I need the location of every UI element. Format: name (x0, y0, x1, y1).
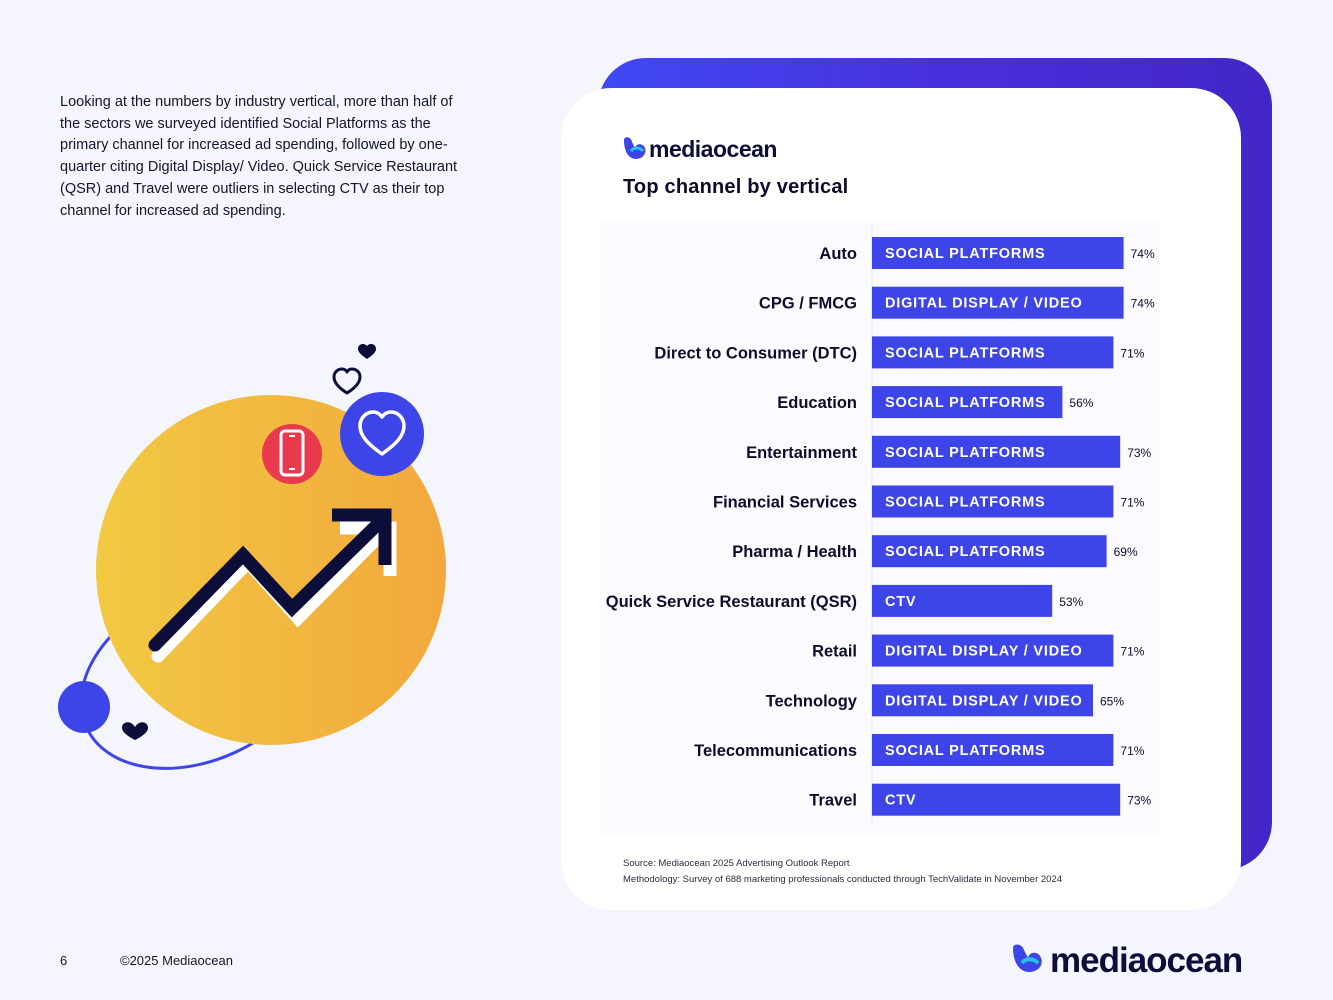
heart-icon (122, 722, 148, 740)
value-label: 71% (1120, 744, 1144, 758)
category-label: Technology (766, 692, 858, 710)
footer-wordmark: mediaocean (1050, 941, 1242, 980)
bar-channel-label: SOCIAL PLATFORMS (885, 345, 1045, 361)
arrow-head (332, 508, 392, 565)
bar-channel-label: CTV (885, 594, 916, 610)
category-label: Auto (819, 245, 857, 263)
value-label: 71% (1120, 645, 1144, 659)
bar-channel-label: SOCIAL PLATFORMS (885, 743, 1045, 759)
category-label: Telecommunications (694, 742, 857, 760)
footer-logo-svg: mediaocean (1013, 941, 1243, 980)
bar (872, 286, 1124, 319)
source-line: Source: Mediaocean 2025 Advertising Outl… (623, 858, 850, 869)
category-label: Pharma / Health (732, 543, 857, 561)
bar-channel-label: DIGITAL DISPLAY / VIDEO (885, 644, 1083, 660)
source-note: Source: Mediaocean 2025 Advertising Outl… (623, 856, 1062, 887)
brand-logo-svg: mediaocean (624, 136, 777, 162)
bar (872, 237, 1124, 269)
category-label: Financial Services (713, 494, 857, 512)
value-label: 56% (1069, 396, 1093, 410)
value-label: 73% (1127, 794, 1151, 808)
bar (872, 584, 1053, 617)
brand-mark-wave (629, 146, 645, 153)
category-label: Retail (812, 643, 857, 661)
intro-paragraph: Looking at the numbers by industry verti… (60, 94, 458, 219)
card-brand-logo: mediaocean (622, 134, 812, 169)
bar-channel-label: SOCIAL PLATFORMS (885, 445, 1045, 461)
bar (872, 435, 1121, 468)
value-label: 74% (1131, 247, 1155, 261)
bar (872, 783, 1121, 816)
category-label: Travel (809, 792, 857, 810)
methodology-line: Methodology: Survey of 688 marketing pro… (623, 873, 1063, 885)
phone-badge (262, 424, 322, 484)
bar (872, 684, 1093, 717)
phone-icon (279, 429, 305, 477)
growth-illustration (58, 344, 446, 770)
heart-outline-icon (358, 410, 406, 456)
value-label: 71% (1120, 346, 1144, 360)
heart-small-icon (358, 344, 376, 359)
heart-outline-small-icon (332, 367, 362, 395)
bar (872, 734, 1114, 766)
bar (872, 634, 1114, 667)
bar (872, 535, 1107, 568)
bar (872, 386, 1063, 419)
category-label: Direct to Consumer (DTC) (654, 344, 857, 362)
planet-dot (58, 681, 110, 733)
page-number: 6 (60, 953, 68, 968)
bar-channel-label: DIGITAL DISPLAY / VIDEO (885, 296, 1083, 312)
bar-channel-label: SOCIAL PLATFORMS (885, 246, 1045, 262)
bar (872, 485, 1114, 518)
category-label: Quick Service Restaurant (QSR) (606, 593, 857, 611)
bar-channel-label: SOCIAL PLATFORMS (885, 395, 1045, 411)
footer-brand-logo: mediaocean (1010, 940, 1280, 985)
copyright-text: ©2025 Mediaocean (120, 953, 233, 968)
brand-wordmark: mediaocean (649, 136, 777, 162)
heart-badge (340, 392, 424, 476)
bar (872, 336, 1114, 369)
value-label: 65% (1100, 694, 1124, 708)
category-label: Entertainment (746, 444, 857, 462)
chart-panel (600, 222, 1160, 834)
value-label: 73% (1127, 446, 1151, 460)
chart-title: Top channel by vertical (623, 176, 849, 198)
category-label: CPG / FMCG (759, 295, 857, 313)
value-label: 69% (1114, 545, 1138, 559)
footer-brand-wave (1020, 957, 1040, 965)
category-label: Education (777, 394, 857, 412)
bar-channel-label: SOCIAL PLATFORMS (885, 495, 1045, 511)
sun-circle (96, 395, 446, 745)
bar-channel-label: SOCIAL PLATFORMS (885, 544, 1045, 560)
bar-channel-label: DIGITAL DISPLAY / VIDEO (885, 693, 1083, 709)
bar-channel-label: CTV (885, 793, 916, 809)
bar-chart: Auto SOCIAL PLATFORMS 74% CPG / FMCG DIGITAL… (606, 226, 1155, 824)
value-label: 74% (1131, 297, 1155, 311)
value-label: 53% (1059, 595, 1083, 609)
value-label: 71% (1120, 496, 1144, 510)
growth-arrow (148, 513, 389, 652)
